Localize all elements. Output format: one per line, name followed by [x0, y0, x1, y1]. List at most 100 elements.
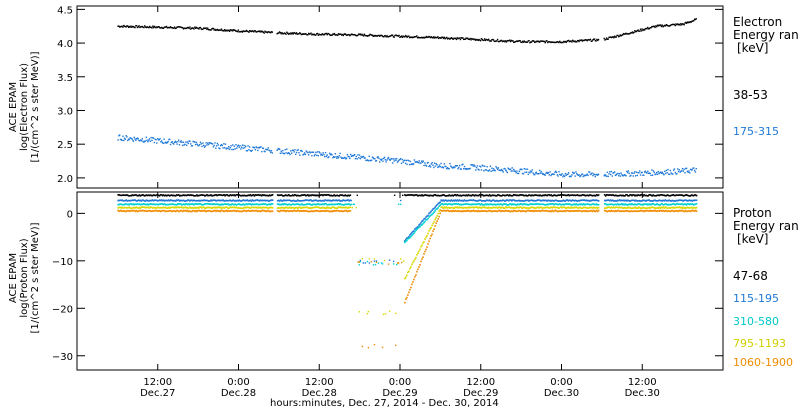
- data-point: [506, 199, 509, 202]
- data-point: [428, 195, 430, 197]
- data-point: [306, 206, 308, 209]
- data-point: [537, 206, 539, 209]
- data-point: [345, 199, 348, 202]
- data-point: [454, 37, 457, 40]
- data-point: [181, 144, 184, 147]
- data-point: [173, 141, 176, 143]
- data-point: [573, 194, 576, 196]
- data-point: [152, 210, 155, 212]
- data-point: [529, 203, 531, 205]
- data-point: [652, 170, 655, 172]
- data-point: [517, 203, 519, 205]
- data-point: [171, 194, 174, 197]
- data-point: [412, 281, 414, 283]
- data-point: [179, 209, 182, 212]
- data-point: [570, 194, 573, 197]
- data-point: [637, 210, 639, 213]
- data-point: [584, 194, 587, 197]
- data-point: [266, 207, 269, 209]
- data-point: [607, 199, 610, 201]
- data-point: [326, 194, 328, 196]
- data-point: [514, 41, 517, 43]
- data-point: [204, 27, 206, 30]
- data-point: [265, 148, 267, 151]
- data-point: [607, 206, 610, 208]
- data-point: [657, 210, 659, 212]
- data-point: [597, 173, 600, 176]
- data-point: [656, 24, 659, 26]
- data-point: [586, 207, 589, 209]
- data-point: [475, 169, 477, 171]
- data-point: [222, 206, 224, 209]
- data-point: [219, 147, 221, 150]
- data-point: [228, 30, 231, 32]
- data-point: [316, 154, 318, 156]
- data-point: [685, 207, 688, 209]
- data-point: [509, 199, 511, 201]
- data-point: [686, 21, 689, 23]
- data-point: [655, 171, 658, 174]
- data-point: [178, 26, 181, 28]
- data-point: [345, 34, 348, 36]
- data-point: [124, 210, 127, 213]
- data-point: [175, 209, 178, 212]
- data-point: [419, 223, 421, 226]
- data-point: [651, 195, 653, 197]
- data-point: [280, 194, 283, 196]
- data-point: [134, 26, 136, 29]
- data-point: [575, 171, 577, 173]
- data-point: [468, 207, 471, 209]
- data-point: [462, 168, 465, 170]
- data-point: [484, 203, 487, 205]
- data-point: [395, 34, 397, 36]
- data-point: [132, 194, 135, 197]
- data-point: [367, 310, 370, 313]
- data-point: [592, 209, 595, 212]
- data-point: [416, 226, 418, 229]
- data-point: [265, 203, 268, 206]
- data-point: [223, 147, 226, 149]
- data-point: [636, 210, 638, 212]
- data-point: [497, 167, 500, 169]
- data-point: [440, 162, 442, 165]
- data-point: [277, 207, 280, 209]
- data-point: [308, 33, 311, 35]
- data-point: [508, 168, 510, 170]
- data-point: [403, 159, 405, 162]
- data-point: [692, 203, 695, 206]
- data-point: [326, 33, 328, 36]
- data-point: [685, 21, 687, 24]
- data-point: [525, 168, 527, 170]
- data-point: [295, 194, 297, 196]
- data-point: [344, 209, 347, 212]
- data-point: [567, 200, 570, 202]
- data-point: [520, 41, 522, 43]
- data-point: [290, 150, 292, 152]
- data-point: [556, 174, 559, 176]
- data-point: [497, 40, 500, 43]
- data-point: [199, 200, 201, 202]
- data-point: [344, 206, 347, 209]
- data-point: [171, 141, 173, 143]
- data-point: [584, 39, 586, 41]
- data-point: [564, 200, 567, 202]
- data-point: [648, 194, 650, 196]
- data-point: [678, 169, 680, 171]
- data-point: [365, 34, 367, 37]
- x-tick-day-label: Dec.29: [463, 388, 498, 399]
- data-point: [559, 206, 562, 209]
- data-point: [645, 203, 647, 205]
- data-point: [473, 199, 476, 202]
- data-point: [635, 203, 637, 206]
- data-point: [159, 210, 162, 213]
- data-point: [538, 209, 540, 212]
- data-point: [196, 203, 198, 205]
- data-point: [319, 207, 321, 209]
- data-point: [150, 194, 153, 197]
- data-point: [176, 143, 178, 145]
- data-point: [268, 210, 271, 213]
- data-point: [541, 195, 543, 197]
- data-point: [280, 33, 282, 35]
- data-point: [125, 210, 128, 213]
- data-point: [586, 210, 589, 213]
